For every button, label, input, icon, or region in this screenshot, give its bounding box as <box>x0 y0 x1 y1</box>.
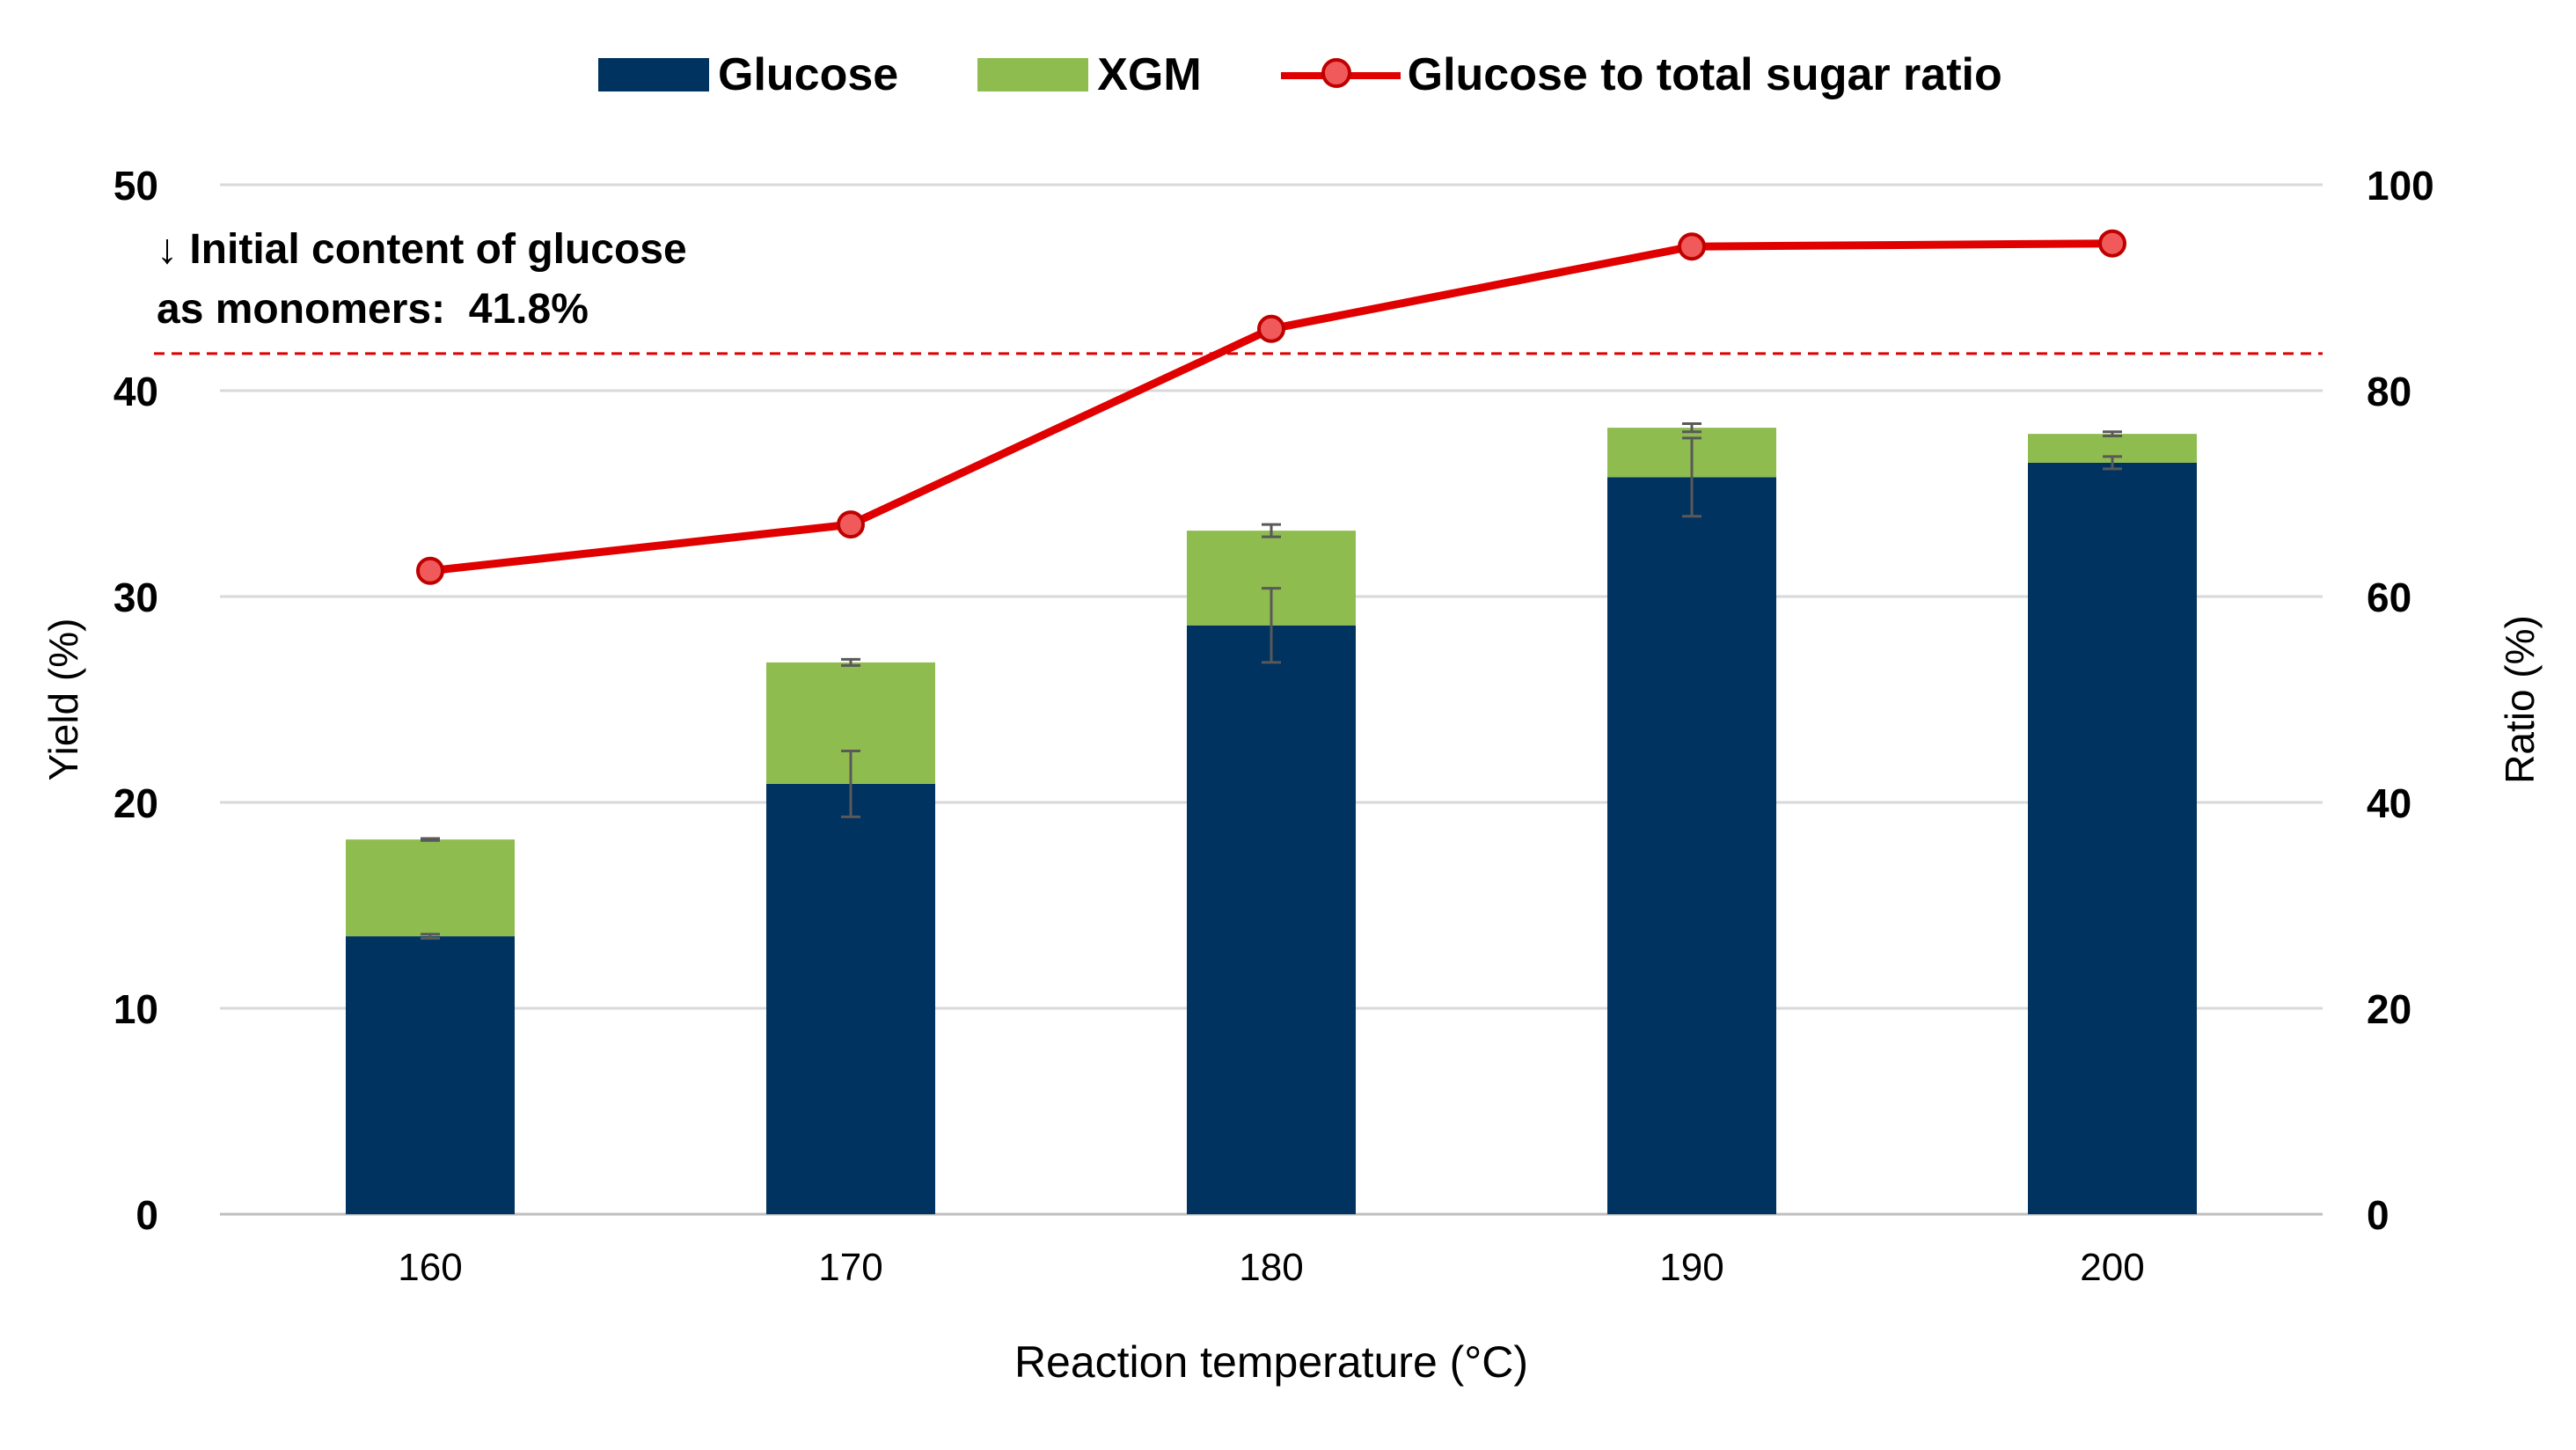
bar-glucose <box>2028 462 2197 1214</box>
error-bar <box>841 657 860 667</box>
x-axis-label: Reaction temperature (°C) <box>1014 1337 1528 1387</box>
x-tick-label: 190 <box>1659 1246 1723 1289</box>
y-tick-label: 30 <box>113 575 158 620</box>
x-tick-label: 200 <box>2080 1246 2144 1289</box>
error-bar <box>2103 430 2122 437</box>
error-bar <box>1682 436 1701 518</box>
ratio-series <box>416 229 2126 585</box>
x-tick-label: 180 <box>1239 1246 1303 1289</box>
legend-item-xgm: XGM <box>977 48 1202 101</box>
legend-swatch-glucose <box>598 58 709 92</box>
legend-label-xgm: XGM <box>1097 49 1202 100</box>
x-tick-label: 170 <box>818 1246 882 1289</box>
y-tick-label: 0 <box>135 1192 158 1238</box>
error-bar <box>1682 421 1701 434</box>
error-bar <box>421 837 440 842</box>
legend: Glucose XGM Glucose to total sugar ratio <box>598 48 2082 101</box>
initial-glucose-annotation: ↓ Initial content of glucose as monomers… <box>157 220 687 340</box>
annotation-line-2: as monomers: 41.8% <box>157 286 589 333</box>
y2-axis-label: Ratio (%) <box>2497 615 2543 784</box>
y2-tick-label: 20 <box>2367 986 2411 1032</box>
x-axis-ticks: 160 170 180 190 200 <box>398 1246 2144 1289</box>
annotation-line-1: ↓ Initial content of glucose <box>157 226 687 273</box>
legend-item-glucose: Glucose <box>598 48 898 101</box>
y-tick-label: 50 <box>113 163 158 209</box>
ratio-point <box>837 510 865 539</box>
ratio-point <box>416 556 444 585</box>
y2-tick-label: 80 <box>2367 369 2411 414</box>
bar-glucose <box>766 783 935 1214</box>
y2-tick-label: 40 <box>2367 780 2411 826</box>
bar-glucose <box>1607 477 1776 1214</box>
error-bar <box>1262 587 1281 664</box>
bar-xgm <box>346 839 515 937</box>
y-tick-label: 10 <box>113 986 158 1032</box>
ratio-point <box>1678 232 1706 261</box>
error-bar <box>1262 523 1281 538</box>
x-tick-label: 160 <box>398 1246 462 1289</box>
y2-tick-label: 0 <box>2367 1192 2389 1238</box>
bar-glucose <box>346 936 515 1214</box>
legend-label-ratio: Glucose to total sugar ratio <box>1407 49 2002 100</box>
error-bar <box>841 750 860 818</box>
legend-label-glucose: Glucose <box>718 49 899 100</box>
error-bar <box>2103 455 2122 471</box>
error-bar <box>421 933 440 940</box>
y-tick-label: 40 <box>113 369 158 414</box>
left-axis-ticks: 0 10 20 30 40 50 <box>113 163 158 1238</box>
y-axis-label: Yield (%) <box>40 619 86 781</box>
right-axis-ticks: 0 20 40 60 80 100 <box>2367 163 2434 1238</box>
ratio-point <box>1257 314 1285 343</box>
legend-swatch-xgm <box>977 58 1089 92</box>
error-bars <box>421 421 2122 940</box>
ratio-point <box>2098 229 2126 258</box>
y2-tick-label: 100 <box>2367 163 2434 209</box>
legend-swatch-ratio <box>1280 58 1401 92</box>
bar-glucose <box>1187 625 1356 1214</box>
y2-tick-label: 60 <box>2367 575 2411 620</box>
y-tick-label: 20 <box>113 780 158 826</box>
legend-item-ratio: Glucose to total sugar ratio <box>1280 48 2002 101</box>
